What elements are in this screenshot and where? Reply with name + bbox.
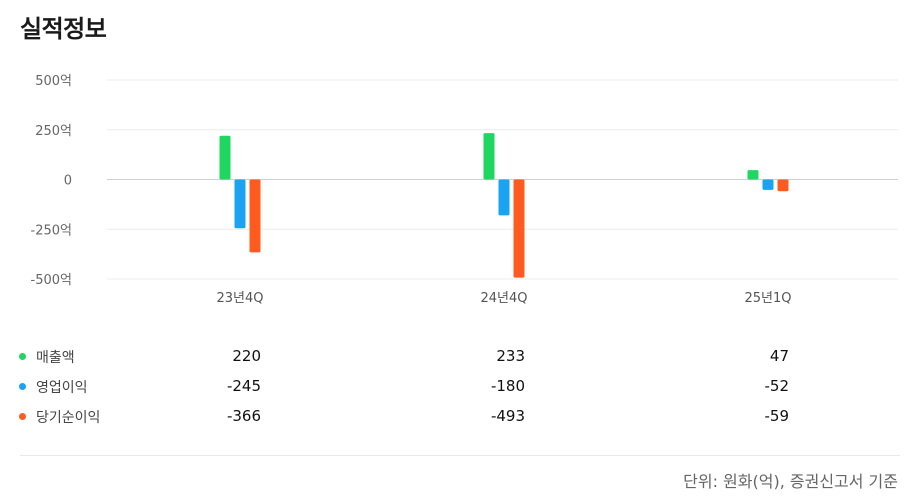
bar bbox=[747, 170, 759, 180]
legend-dot-operating-profit bbox=[19, 383, 26, 390]
legend-label: 매출액 bbox=[36, 350, 75, 366]
legend-label: 영업이익 bbox=[36, 380, 88, 396]
y-tick-label: 500억 bbox=[35, 74, 72, 89]
bar bbox=[249, 179, 261, 253]
footer-divider bbox=[20, 455, 900, 456]
table-cell: 233 bbox=[496, 347, 525, 365]
bar bbox=[234, 179, 246, 229]
table-cell: -245 bbox=[226, 377, 261, 395]
table-row: 매출액 220 233 47 bbox=[0, 340, 910, 370]
y-tick-label: -250억 bbox=[31, 223, 72, 238]
table-cell: -180 bbox=[490, 377, 525, 395]
x-tick-label: 24년4Q bbox=[480, 291, 527, 306]
earnings-bar-chart: 500억 250억 0 -250억 -500억 23년4Q 24년4Q 25년1Q bbox=[31, 74, 898, 306]
table-cell: -59 bbox=[764, 407, 790, 425]
unit-note: 단위: 원화(억), 증권신고서 기준 bbox=[683, 472, 898, 491]
table-cell: -52 bbox=[764, 377, 790, 395]
y-tick-label: 250억 bbox=[35, 124, 72, 139]
legend-dot-net-income bbox=[19, 413, 26, 420]
y-tick-label: -500억 bbox=[31, 273, 72, 288]
legend-label: 당기순이익 bbox=[36, 410, 101, 426]
table-row: 영업이익 -245 -180 -52 bbox=[0, 370, 910, 400]
table-cell: -366 bbox=[226, 407, 261, 425]
table-cell: -493 bbox=[490, 407, 525, 425]
bar bbox=[498, 179, 510, 216]
table-row: 당기순이익 -366 -493 -59 bbox=[0, 400, 910, 430]
bar bbox=[777, 179, 789, 192]
table-cell: 47 bbox=[769, 347, 789, 365]
x-tick-label: 23년4Q bbox=[216, 291, 263, 306]
x-tick-label: 25년1Q bbox=[744, 291, 791, 306]
bar bbox=[513, 179, 525, 278]
bar bbox=[483, 133, 495, 180]
bar bbox=[219, 135, 231, 180]
earnings-table: 매출액 220 233 47 영업이익 -245 -180 -52 당기순이익 … bbox=[0, 340, 910, 430]
page-title: 실적정보 bbox=[20, 15, 107, 43]
y-tick-label: 0 bbox=[64, 174, 72, 189]
bar bbox=[762, 179, 774, 190]
legend-dot-revenue bbox=[19, 353, 26, 360]
table-cell: 220 bbox=[232, 347, 261, 365]
